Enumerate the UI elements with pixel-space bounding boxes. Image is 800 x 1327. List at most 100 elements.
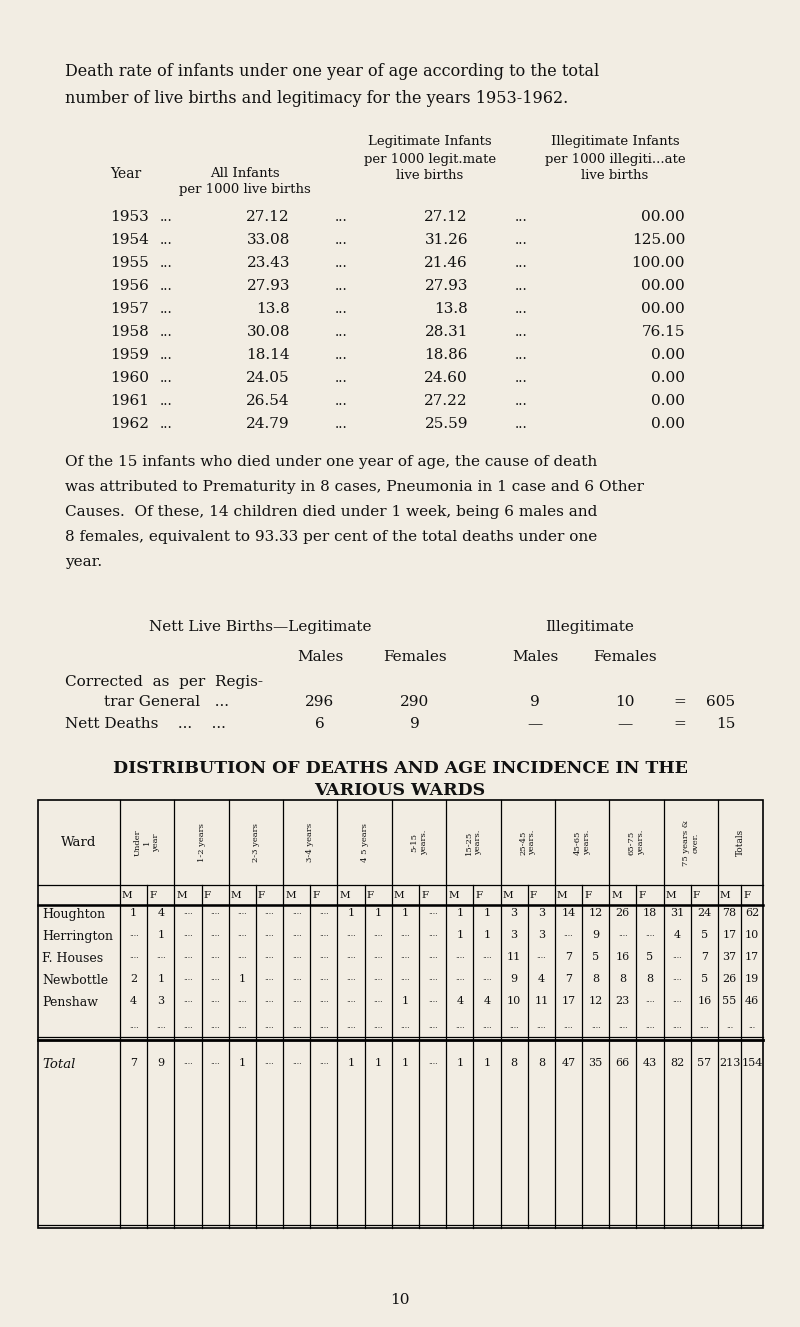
Text: M: M xyxy=(611,890,622,900)
Text: was attributed to Prematurity in 8 cases, Pneumonia in 1 case and 6 Other: was attributed to Prematurity in 8 cases… xyxy=(65,480,644,494)
Text: 55: 55 xyxy=(722,997,737,1006)
Text: 1957: 1957 xyxy=(110,303,149,316)
Text: VARIOUS WARDS: VARIOUS WARDS xyxy=(314,782,486,799)
Text: ....: .... xyxy=(346,997,356,1005)
Text: ....: .... xyxy=(210,908,220,916)
Text: F: F xyxy=(530,890,537,900)
Text: Year: Year xyxy=(110,167,142,180)
Text: ....: .... xyxy=(183,1022,193,1030)
Text: ....: .... xyxy=(265,930,274,938)
Text: ....: .... xyxy=(319,974,329,982)
Text: ....: .... xyxy=(591,1022,601,1030)
Text: ...: ... xyxy=(160,210,173,224)
Text: 1: 1 xyxy=(347,908,354,918)
Text: ...: ... xyxy=(515,348,528,362)
Text: ....: .... xyxy=(455,951,465,959)
Text: 19: 19 xyxy=(745,974,759,985)
Text: per 1000 live births: per 1000 live births xyxy=(179,183,311,196)
Text: ....: .... xyxy=(238,908,247,916)
Text: F: F xyxy=(258,890,265,900)
Text: M: M xyxy=(720,890,730,900)
Text: 47: 47 xyxy=(562,1058,575,1068)
Text: 3: 3 xyxy=(158,997,164,1006)
Text: 1: 1 xyxy=(374,908,382,918)
Text: ...: ... xyxy=(160,303,173,316)
Text: 66: 66 xyxy=(616,1058,630,1068)
Text: ....: .... xyxy=(210,1058,220,1066)
Text: 4: 4 xyxy=(130,997,137,1006)
Text: 10: 10 xyxy=(745,930,759,940)
Text: ...: ... xyxy=(515,210,528,224)
Text: 1: 1 xyxy=(347,1058,354,1068)
Text: 1: 1 xyxy=(483,1058,490,1068)
Text: 8: 8 xyxy=(646,974,654,985)
Text: 00.00: 00.00 xyxy=(642,210,685,224)
Text: ....: .... xyxy=(455,974,465,982)
Text: M: M xyxy=(122,890,133,900)
Text: F: F xyxy=(743,890,750,900)
Text: ....: .... xyxy=(210,1022,220,1030)
Text: 30.08: 30.08 xyxy=(246,325,290,338)
Text: —: — xyxy=(527,717,542,731)
Text: 27.22: 27.22 xyxy=(424,394,468,407)
Text: 24: 24 xyxy=(698,908,711,918)
Text: ....: .... xyxy=(210,997,220,1005)
Text: 24.79: 24.79 xyxy=(246,417,290,431)
Text: 0.00: 0.00 xyxy=(651,394,685,407)
Text: 1960: 1960 xyxy=(110,372,149,385)
Text: ....: .... xyxy=(673,974,682,982)
Text: ...: ... xyxy=(160,348,173,362)
Text: 13.8: 13.8 xyxy=(256,303,290,316)
Text: 290: 290 xyxy=(400,695,430,709)
Text: ....: .... xyxy=(346,930,356,938)
Text: 3: 3 xyxy=(510,930,518,940)
Text: ....: .... xyxy=(482,1022,492,1030)
Text: ....: .... xyxy=(455,1022,465,1030)
Text: Houghton: Houghton xyxy=(42,908,105,921)
Text: 26: 26 xyxy=(722,974,737,985)
Text: ...: ... xyxy=(160,372,173,385)
Text: 7: 7 xyxy=(130,1058,137,1068)
Text: 5: 5 xyxy=(592,951,599,962)
Text: ...: ... xyxy=(515,394,528,407)
Text: Males: Males xyxy=(297,650,343,664)
Text: 25.59: 25.59 xyxy=(425,417,468,431)
Text: Causes.  Of these, 14 children died under 1 week, being 6 males and: Causes. Of these, 14 children died under… xyxy=(65,506,598,519)
Text: ...: ... xyxy=(515,325,528,338)
Text: 2-3 years: 2-3 years xyxy=(252,823,260,863)
Text: 2: 2 xyxy=(130,974,137,985)
Text: ....: .... xyxy=(183,974,193,982)
Text: Total: Total xyxy=(42,1058,75,1071)
Text: 1955: 1955 xyxy=(110,256,149,269)
Text: ....: .... xyxy=(646,930,654,938)
Text: 154: 154 xyxy=(742,1058,762,1068)
Text: M: M xyxy=(394,890,405,900)
Text: ...: ... xyxy=(335,325,348,338)
Text: ....: .... xyxy=(537,951,546,959)
Text: F: F xyxy=(203,890,210,900)
Text: 25-45
years.: 25-45 years. xyxy=(519,829,536,855)
Text: ...: ... xyxy=(335,417,348,431)
Text: ...: ... xyxy=(335,348,348,362)
Text: ...: ... xyxy=(160,234,173,247)
Text: M: M xyxy=(176,890,187,900)
Text: 605: 605 xyxy=(706,695,735,709)
Text: 1: 1 xyxy=(402,997,409,1006)
Text: ...: ... xyxy=(726,1022,733,1030)
Text: F. Houses: F. Houses xyxy=(42,951,103,965)
Text: 1-2 years: 1-2 years xyxy=(198,823,206,863)
Text: 4: 4 xyxy=(483,997,490,1006)
Text: 4: 4 xyxy=(158,908,164,918)
Text: F: F xyxy=(693,890,700,900)
Text: 1: 1 xyxy=(158,930,164,940)
Text: ....: .... xyxy=(673,1022,682,1030)
Text: ...: ... xyxy=(335,394,348,407)
Text: 1: 1 xyxy=(483,930,490,940)
Text: 4: 4 xyxy=(674,930,681,940)
Text: 1: 1 xyxy=(456,1058,463,1068)
Text: M: M xyxy=(285,890,296,900)
Text: 6: 6 xyxy=(315,717,325,731)
Text: 17: 17 xyxy=(562,997,575,1006)
Text: Death rate of infants under one year of age according to the total: Death rate of infants under one year of … xyxy=(65,62,599,80)
Text: ....: .... xyxy=(564,930,574,938)
